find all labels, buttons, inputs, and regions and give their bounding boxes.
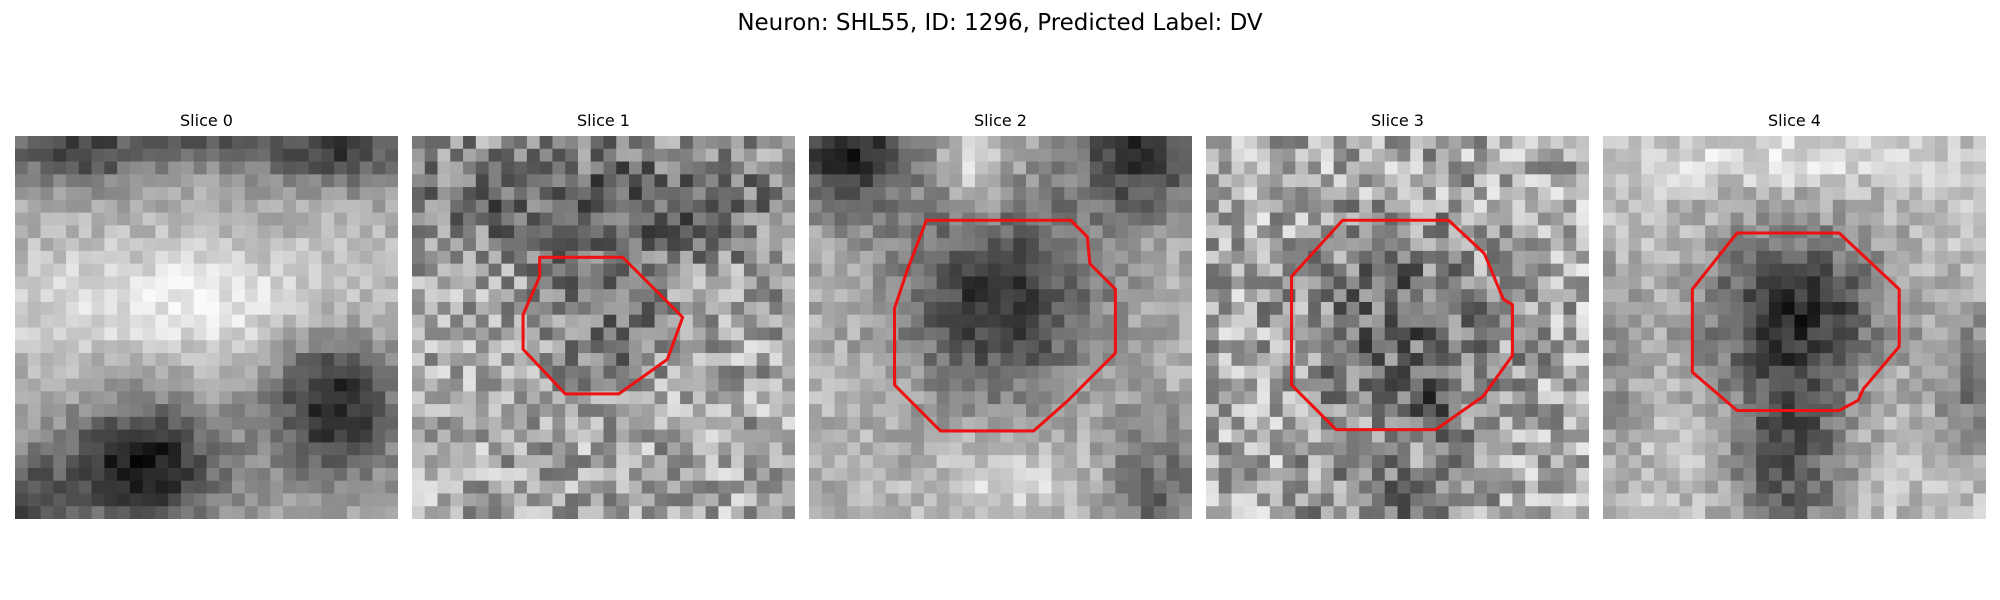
- slice-title: Slice 3: [1371, 111, 1424, 130]
- slice-image: [412, 136, 795, 519]
- slice-title: Slice 4: [1768, 111, 1821, 130]
- slice-panel-3: Slice 3: [1206, 108, 1589, 519]
- slice-panel-4: Slice 4: [1603, 108, 1986, 519]
- slice-panel-0: Slice 0: [15, 108, 398, 519]
- figure-title: Neuron: SHL55, ID: 1296, Predicted Label…: [737, 10, 1263, 36]
- slice-image: [15, 136, 398, 519]
- slice-title: Slice 2: [974, 111, 1027, 130]
- slice-image: [1603, 136, 1986, 519]
- slice-title: Slice 0: [180, 111, 233, 130]
- roi-contour: [521, 255, 685, 396]
- slice-panel-1: Slice 1: [412, 108, 795, 519]
- slice-image: [1206, 136, 1589, 519]
- slice-panel-2: Slice 2: [809, 108, 1192, 519]
- roi-contour: [1690, 231, 1901, 413]
- slice-image: [809, 136, 1192, 519]
- slice-title: Slice 1: [577, 111, 630, 130]
- roi-contour: [893, 218, 1117, 433]
- roi-contour: [1290, 218, 1514, 432]
